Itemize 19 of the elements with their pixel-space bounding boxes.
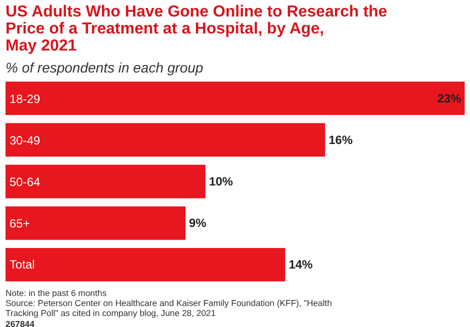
bar <box>6 82 465 116</box>
y-tick-label: 18-29 <box>10 92 41 106</box>
bar <box>6 123 326 157</box>
bar <box>6 206 186 240</box>
chart-title: US Adults Who Have Gone Online to Research the Price of a Treatment at a Hospital, by Age, May 2021 <box>6 4 388 54</box>
data-label: 16% <box>328 132 353 147</box>
y-tick-label: Total <box>10 258 35 272</box>
data-label: 14% <box>288 258 314 272</box>
data-label: 23% <box>437 91 462 106</box>
y-tick-label: 30-49 <box>10 133 41 148</box>
y-tick-label: 50-64 <box>10 175 41 189</box>
text: 267844 <box>6 319 35 327</box>
bar <box>6 164 206 198</box>
data-label: 9% <box>188 216 207 230</box>
y-tick-label: 65+ <box>10 216 30 231</box>
chart-subtitle: % of respondents in each group <box>6 60 204 76</box>
bar <box>6 248 286 282</box>
data-label: 10% <box>208 174 234 188</box>
text: Note: in the past 6 months Source: Peterson Center on Healthcare and Kaiser Family Foundation (KFF), "Health Tracking Poll" as cited in company blog, June 28, 2021 <box>6 288 332 318</box>
